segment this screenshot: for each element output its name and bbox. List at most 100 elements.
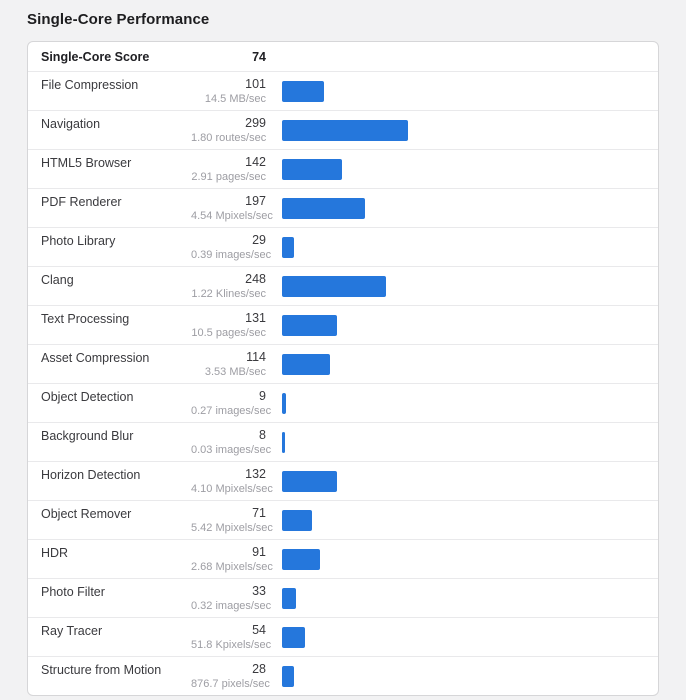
- benchmark-score-cell: 299 1.80 routes/sec: [191, 116, 266, 144]
- benchmark-row: Photo Filter 33 0.32 images/sec: [28, 579, 658, 618]
- benchmark-rate: 4.10 Mpixels/sec: [191, 483, 273, 495]
- benchmark-rate: 2.91 pages/sec: [191, 171, 266, 183]
- score-bar: [282, 314, 337, 336]
- benchmark-score: 142: [245, 155, 266, 169]
- benchmark-score-cell: 28 876.7 pixels/sec: [191, 662, 270, 690]
- score-bar: [282, 197, 365, 219]
- benchmark-name: Structure from Motion: [41, 663, 162, 677]
- score-bar: [282, 587, 296, 609]
- benchmark-bar-cell: [266, 311, 645, 339]
- benchmark-name: Photo Library: [41, 234, 116, 248]
- benchmark-bar-cell: [266, 506, 645, 534]
- benchmark-name: Text Processing: [41, 312, 130, 326]
- benchmark-name: Clang: [41, 273, 74, 287]
- benchmark-bar-cell: [266, 272, 645, 300]
- score-bar: [282, 353, 330, 375]
- benchmark-row: Clang 248 1.22 Klines/sec: [28, 267, 658, 306]
- benchmark-row: Ray Tracer 54 51.8 Kpixels/sec: [28, 618, 658, 657]
- score-bar: [282, 236, 295, 258]
- benchmark-rate: 1.80 routes/sec: [191, 132, 267, 144]
- benchmark-bar-cell: [266, 233, 645, 261]
- score-bar: [282, 665, 294, 687]
- benchmark-rate: 5.42 Mpixels/sec: [191, 522, 273, 534]
- benchmark-rate: 0.27 images/sec: [191, 405, 272, 417]
- benchmark-score-cell: 114 3.53 MB/sec: [191, 350, 266, 378]
- benchmark-row: Navigation 299 1.80 routes/sec: [28, 111, 658, 150]
- benchmark-score-cell: 101 14.5 MB/sec: [191, 77, 266, 105]
- summary-score-cell: 74: [191, 50, 266, 64]
- benchmark-rate: 3.53 MB/sec: [204, 366, 266, 378]
- benchmark-score: 33: [252, 584, 266, 598]
- benchmark-score: 101: [245, 77, 266, 91]
- score-bar: [282, 431, 286, 453]
- benchmark-name: Horizon Detection: [41, 468, 141, 482]
- benchmark-name: Photo Filter: [41, 585, 105, 599]
- benchmark-bar-cell: [266, 662, 645, 690]
- score-bar: [282, 158, 342, 180]
- benchmark-row: Object Remover 71 5.42 Mpixels/sec: [28, 501, 658, 540]
- benchmark-score-cell: 197 4.54 Mpixels/sec: [191, 194, 273, 222]
- benchmark-bar-cell: [266, 623, 645, 651]
- benchmark-table: Single-Core Score 74 File Compression 101…: [27, 41, 659, 696]
- benchmark-score: 29: [252, 233, 266, 247]
- benchmark-bar-cell: [266, 545, 645, 573]
- benchmark-name: File Compression: [41, 78, 139, 92]
- benchmark-score-cell: 9 0.27 images/sec: [191, 389, 272, 417]
- benchmark-name: Background Blur: [41, 429, 134, 443]
- benchmark-score: 91: [252, 545, 266, 559]
- benchmark-bar-cell: [266, 389, 645, 417]
- summary-row: Single-Core Score 74: [28, 42, 658, 72]
- summary-bar-cell: [266, 46, 645, 67]
- benchmark-bar-cell: [266, 116, 645, 144]
- benchmark-rate: 0.03 images/sec: [191, 444, 272, 456]
- benchmark-row: HTML5 Browser 142 2.91 pages/sec: [28, 150, 658, 189]
- benchmark-rate: 0.32 images/sec: [191, 600, 272, 612]
- benchmark-row: Object Detection 9 0.27 images/sec: [28, 384, 658, 423]
- benchmark-row: Horizon Detection 132 4.10 Mpixels/sec: [28, 462, 658, 501]
- section-title: Single-Core Performance: [27, 11, 210, 28]
- benchmark-score: 8: [259, 428, 266, 442]
- benchmark-rate: 2.68 Mpixels/sec: [191, 561, 273, 573]
- benchmark-name: Asset Compression: [41, 351, 150, 365]
- benchmark-name: Navigation: [41, 117, 101, 131]
- benchmark-score: 197: [245, 194, 266, 208]
- score-bar: [282, 275, 387, 297]
- score-bar: [282, 119, 408, 141]
- score-bar: [282, 548, 321, 570]
- benchmark-name: HTML5 Browser: [41, 156, 132, 170]
- benchmark-score: 28: [252, 662, 266, 676]
- score-bar: [282, 626, 305, 648]
- benchmark-score: 248: [245, 272, 266, 286]
- score-bar: [282, 80, 325, 102]
- score-bar: [282, 509, 312, 531]
- benchmark-bar-cell: [266, 77, 645, 105]
- benchmark-name: PDF Renderer: [41, 195, 122, 209]
- benchmark-row: Photo Library 29 0.39 images/sec: [28, 228, 658, 267]
- benchmark-rate: 14.5 MB/sec: [204, 93, 266, 105]
- benchmark-score-cell: 131 10.5 pages/sec: [191, 311, 266, 339]
- summary-score: 74: [252, 49, 266, 64]
- benchmark-row: HDR 91 2.68 Mpixels/sec: [28, 540, 658, 579]
- benchmark-score-cell: 8 0.03 images/sec: [191, 428, 272, 456]
- benchmark-name: Object Remover: [41, 507, 132, 521]
- benchmark-score-cell: 91 2.68 Mpixels/sec: [191, 545, 273, 573]
- benchmark-rate: 876.7 pixels/sec: [191, 678, 270, 690]
- benchmark-score: 71: [252, 506, 266, 520]
- benchmark-rate: 0.39 images/sec: [191, 249, 272, 261]
- summary-label: Single-Core Score: [41, 49, 150, 64]
- benchmark-score-cell: 54 51.8 Kpixels/sec: [191, 623, 271, 651]
- benchmark-rows: File Compression 101 14.5 MB/sec Navigation…: [28, 72, 658, 695]
- benchmark-score: 54: [252, 623, 266, 637]
- benchmark-bar-cell: [266, 428, 645, 456]
- benchmark-row: Text Processing 131 10.5 pages/sec: [28, 306, 658, 345]
- benchmark-score: 299: [245, 116, 266, 130]
- benchmark-name: Ray Tracer: [41, 624, 103, 638]
- benchmark-rate: 10.5 pages/sec: [191, 327, 266, 339]
- benchmark-score-cell: 29 0.39 images/sec: [191, 233, 272, 261]
- score-bar: [282, 470, 338, 492]
- score-bar: [282, 392, 286, 414]
- benchmark-score: 114: [246, 350, 266, 364]
- benchmark-score: 132: [245, 467, 266, 481]
- benchmark-rate: 4.54 Mpixels/sec: [191, 210, 273, 222]
